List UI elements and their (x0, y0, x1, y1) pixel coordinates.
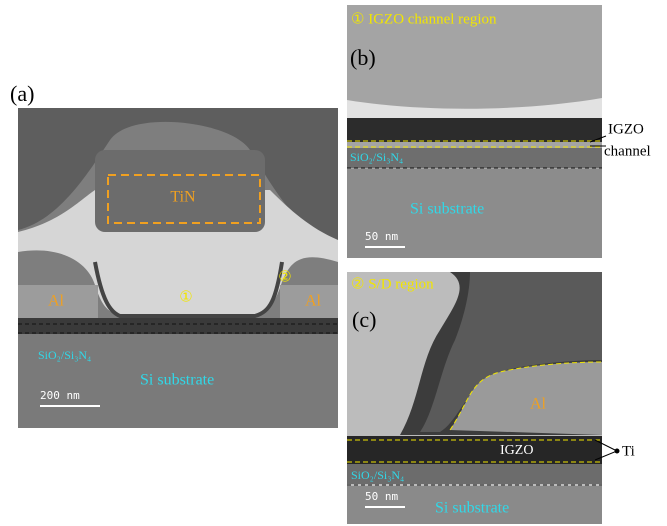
annotation: IGZO (608, 121, 644, 137)
scale-bar-label: 200 nm (40, 389, 80, 402)
annotation: SiO₂/Si₃N₄ (38, 348, 91, 362)
figure: (a) TiN Al Al ① ② SiO₂/Si₃N₄ Si substrat… (0, 0, 667, 526)
annotation: Si substrate (140, 372, 214, 389)
panel-title: ② S/D region (351, 276, 434, 292)
annotation: SiO₂/Si₃N₄ (350, 150, 403, 164)
panel-label: (b) (350, 45, 376, 70)
annotation: Al (305, 293, 322, 310)
panel-b-image (347, 5, 606, 258)
annotation: Ti (622, 443, 635, 459)
annotation: TiN (170, 189, 196, 206)
annotation: Al (530, 396, 547, 413)
panel-title: ① IGZO channel region (351, 11, 497, 27)
annotation: IGZO (500, 443, 533, 458)
scale-bar-label: 50 nm (365, 490, 398, 503)
annotation: ② (278, 269, 291, 285)
panel-c-image (347, 272, 620, 524)
annotation: SiO₂/Si₃N₄ (351, 468, 404, 482)
panel-label: (c) (352, 307, 376, 332)
annotation: Al (48, 293, 65, 310)
panel-label: (a) (10, 81, 34, 106)
annotation: channel (604, 143, 651, 159)
annotation: Si substrate (435, 500, 509, 517)
annotation: Si substrate (410, 201, 484, 218)
scale-bar-label: 50 nm (365, 230, 398, 243)
annotation: ① (179, 289, 192, 305)
